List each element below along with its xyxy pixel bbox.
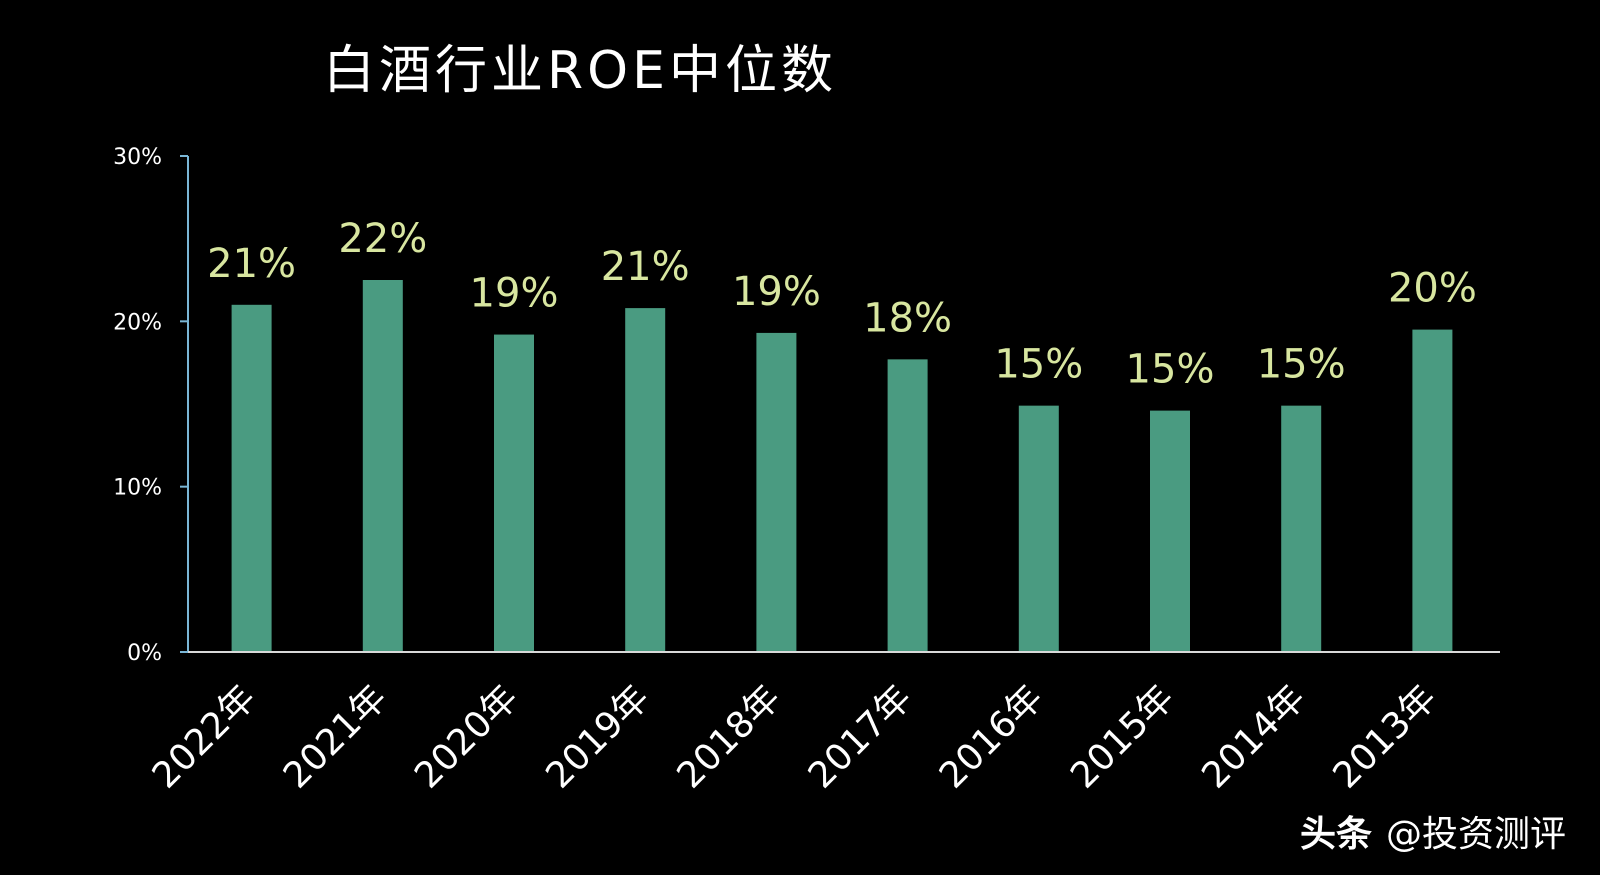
- watermark: 头条 @投资测评: [1300, 805, 1566, 857]
- x-tick-label-6: 2016年: [932, 677, 1051, 796]
- x-tick-label-4: 2018年: [670, 677, 789, 796]
- x-tick-label-1: 2021年: [276, 677, 395, 796]
- bar-4: [756, 332, 797, 652]
- bar-9: [1412, 329, 1453, 652]
- bar-6: [1018, 405, 1059, 652]
- data-label-3: 21%: [601, 244, 690, 290]
- data-label-2: 19%: [470, 271, 559, 317]
- watermark-account: @投资测评: [1385, 814, 1566, 855]
- bar-8: [1281, 405, 1322, 652]
- x-tick-label-8: 2014年: [1194, 677, 1313, 796]
- y-tick-label-3: 30%: [113, 145, 162, 170]
- bar-7: [1150, 410, 1190, 652]
- x-tick-label-3: 2019年: [538, 677, 657, 796]
- x-tick-label-7: 2015年: [1063, 677, 1182, 796]
- data-label-1: 22%: [338, 216, 427, 262]
- data-label-9: 20%: [1388, 266, 1477, 312]
- data-label-6: 15%: [994, 342, 1083, 388]
- chart-title: 白酒行业ROE中位数: [323, 41, 837, 101]
- bar-3: [625, 308, 666, 652]
- x-tick-label-5: 2017年: [801, 677, 920, 796]
- data-label-5: 18%: [863, 295, 952, 341]
- x-tick-label-0: 2022年: [145, 677, 264, 796]
- data-label-8: 15%: [1257, 342, 1346, 388]
- bar-5: [887, 359, 928, 652]
- y-tick-label-1: 10%: [113, 476, 162, 501]
- data-label-0: 21%: [207, 241, 296, 287]
- x-tick-label-9: 2013年: [1326, 677, 1445, 796]
- y-tick-label-0: 0%: [127, 641, 162, 666]
- data-label-4: 19%: [732, 269, 821, 315]
- data-label-7: 15%: [1126, 347, 1215, 393]
- bar-2: [494, 334, 534, 652]
- bar-1: [362, 280, 403, 652]
- bar-0: [231, 304, 272, 652]
- x-tick-label-2: 2020年: [407, 677, 526, 796]
- watermark-brand: 头条: [1299, 814, 1372, 855]
- y-tick-label-2: 20%: [113, 310, 162, 335]
